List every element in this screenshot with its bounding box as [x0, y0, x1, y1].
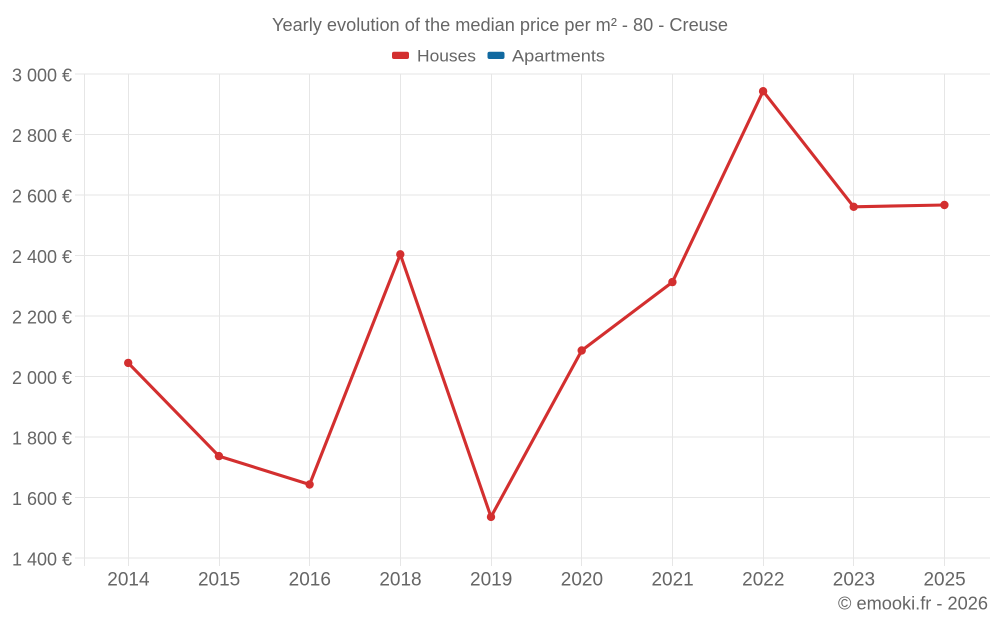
svg-text:2 000 €: 2 000 €	[12, 368, 72, 388]
svg-text:2016: 2016	[289, 570, 331, 591]
svg-text:Yearly evolution of the median: Yearly evolution of the median price per…	[272, 14, 728, 35]
svg-text:1 600 €: 1 600 €	[12, 489, 72, 509]
svg-text:1 800 €: 1 800 €	[12, 429, 72, 449]
svg-text:Houses: Houses	[417, 47, 476, 65]
svg-text:2019: 2019	[470, 570, 512, 591]
svg-text:2015: 2015	[198, 570, 240, 591]
svg-text:2025: 2025	[923, 570, 965, 591]
svg-text:2 800 €: 2 800 €	[12, 126, 72, 146]
svg-text:Apartments: Apartments	[512, 47, 605, 65]
svg-text:2014: 2014	[107, 570, 150, 591]
svg-text:© emooki.fr - 2026: © emooki.fr - 2026	[838, 594, 988, 614]
svg-text:2018: 2018	[379, 570, 421, 591]
svg-text:1 400 €: 1 400 €	[12, 550, 72, 570]
svg-text:2 200 €: 2 200 €	[12, 308, 72, 328]
svg-text:2022: 2022	[742, 570, 784, 591]
svg-text:2021: 2021	[651, 570, 693, 591]
svg-text:2 400 €: 2 400 €	[12, 247, 72, 267]
svg-text:2 600 €: 2 600 €	[12, 187, 72, 207]
svg-text:3 000 €: 3 000 €	[12, 66, 72, 86]
svg-text:2023: 2023	[833, 570, 875, 591]
svg-text:2020: 2020	[561, 570, 603, 591]
